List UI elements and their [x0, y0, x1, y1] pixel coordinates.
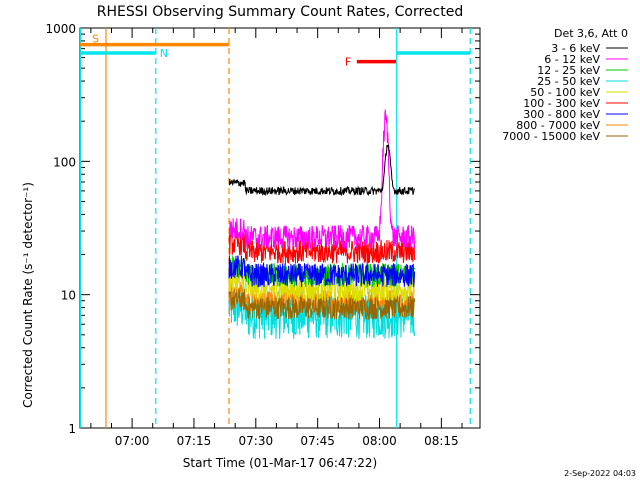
plot-frame: [79, 27, 481, 429]
series-line-1: [228, 109, 416, 250]
y-tick-label: 10: [61, 289, 76, 303]
legend-entry-4: 50 - 100 keV: [530, 86, 600, 99]
x-tick-label: 07:45: [300, 434, 335, 448]
y-tick-label: 1: [68, 422, 76, 436]
footer-date: 2-Sep-2022 04:03: [564, 469, 636, 478]
y-tick-label: 1000: [45, 22, 76, 36]
series-line-2: [228, 254, 416, 288]
x-axis-label: Start Time (01-Mar-17 06:47:22): [183, 456, 377, 470]
x-tick-label: 07:30: [239, 434, 274, 448]
legend-entry-5: 100 - 300 keV: [523, 97, 600, 110]
legend-entry-6: 300 - 800 keV: [523, 108, 600, 121]
legend-entry-0: 3 - 6 keV: [551, 42, 600, 55]
series-line-5: [228, 231, 416, 264]
x-tick-label: 08:00: [362, 434, 397, 448]
series-line-6: [228, 255, 416, 288]
legend-entry-1: 6 - 12 keV: [544, 53, 600, 66]
series-line-0: [228, 144, 416, 197]
legend-header: Det 3,6, Att 0: [554, 27, 628, 40]
flag-label: F: [345, 56, 351, 69]
flag-label: N: [160, 47, 168, 60]
x-tick-label: 08:15: [424, 434, 459, 448]
plot-area: S N F: [79, 28, 471, 428]
legend-entry-3: 25 - 50 keV: [537, 75, 600, 88]
legend-entry-2: 12 - 25 keV: [537, 64, 600, 77]
legend-entry-7: 800 - 7000 keV: [516, 119, 600, 132]
series-line-4: [228, 269, 416, 302]
flag-label: S: [92, 33, 99, 46]
x-tick-label: 07:15: [177, 434, 212, 448]
y-axis-label: Corrected Count Rate (s⁻¹ detector⁻¹): [21, 182, 35, 408]
legend-entry-8: 7000 - 15000 keV: [502, 130, 600, 143]
x-tick-label: 07:00: [115, 434, 150, 448]
chart-title: RHESSI Observing Summary Count Rates, Co…: [97, 4, 463, 20]
y-tick-label: 100: [53, 155, 76, 169]
